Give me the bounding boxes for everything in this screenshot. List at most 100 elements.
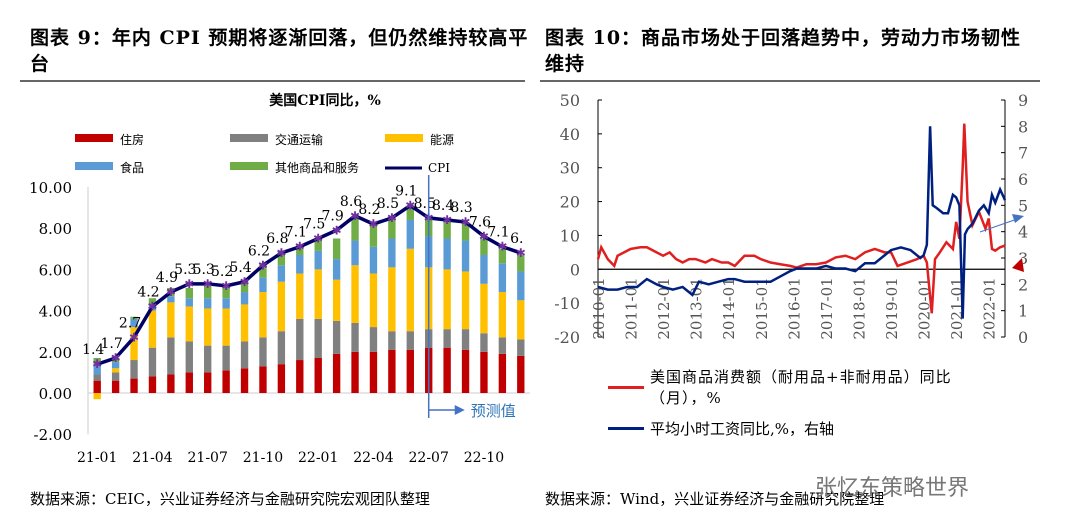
bar-segment — [480, 283, 488, 334]
x-tick-label: 22-10 — [464, 450, 504, 466]
cpi-marker: ✱ — [276, 246, 286, 260]
bar-segment — [498, 263, 507, 293]
bar-segment — [351, 265, 359, 323]
y2-tick-label: 9 — [1018, 91, 1028, 110]
cpi-data-label: 2.7 — [119, 315, 141, 331]
bar-segment — [222, 370, 230, 393]
bar-segment — [259, 292, 267, 338]
right-axis-arrow-head — [1012, 214, 1024, 223]
bar-segment — [332, 259, 341, 280]
bar-segment — [167, 337, 175, 375]
bar-segment — [240, 304, 249, 342]
bar-segment — [277, 265, 286, 282]
cpi-marker: ✱ — [516, 246, 526, 260]
y-tick-label: 30 — [560, 159, 580, 178]
bar-segment — [259, 277, 267, 293]
y2-tick-label: 8 — [1018, 117, 1028, 136]
bar-segment — [93, 364, 101, 375]
legend-swatch — [230, 162, 268, 170]
cpi-data-label: 8.4 — [432, 198, 454, 214]
bar-segment — [369, 246, 378, 274]
cpi-marker: ✱ — [184, 277, 194, 291]
bar-segment — [259, 263, 267, 278]
x-tick-label: 2012-01 — [655, 277, 673, 339]
forecast-label: 预测值 — [471, 402, 516, 420]
x-tick-label: 21-10 — [243, 450, 283, 466]
bar-segment — [277, 281, 286, 332]
bar-segment — [204, 345, 212, 373]
bar-segment — [296, 360, 304, 393]
bar-segment — [517, 355, 525, 393]
y-tick-label: -20 — [554, 328, 580, 347]
legend-swatch — [385, 134, 423, 142]
bar-segment — [443, 269, 451, 330]
cpi-data-label: 6.8 — [266, 231, 288, 247]
cpi-data-label: 5.4 — [229, 260, 251, 276]
forecast-arrow-head — [454, 405, 465, 415]
left-source: 数据来源：CEIC，兴业证券经济与金融研究院宏观团队整理 — [30, 490, 430, 508]
cpi-marker: ✱ — [479, 229, 489, 243]
bar-segment — [314, 357, 322, 393]
left-title-rule — [20, 80, 525, 82]
cpi-data-label: 1.7 — [100, 336, 122, 352]
bar-segment — [461, 240, 470, 272]
bar-segment — [332, 353, 341, 393]
cpi-data-label: 6. — [510, 231, 523, 247]
bar-segment — [480, 238, 488, 255]
cpi-marker: ✱ — [350, 209, 360, 223]
cpi-data-label: 7.5 — [303, 217, 325, 233]
bar-segment — [517, 339, 525, 356]
cpi-data-label: 8.2 — [358, 202, 380, 218]
cpi-marker: ✱ — [387, 211, 397, 225]
bar-segment — [93, 393, 101, 400]
cpi-data-label: 5.2 — [211, 264, 233, 280]
cpi-data-label: 4.2 — [137, 284, 159, 300]
cpi-data-label: 8.3 — [450, 200, 472, 216]
cpi-marker: ✱ — [313, 232, 323, 246]
cpi-marker: ✱ — [461, 215, 471, 229]
bar-segment — [277, 331, 286, 365]
cpi-marker: ✱ — [497, 240, 507, 254]
bar-segment — [148, 310, 157, 348]
watermark: 张忆东策略世界 — [815, 476, 970, 501]
x-tick-label: 2019-01 — [883, 277, 901, 339]
legend-label: 住房 — [120, 132, 144, 147]
cpi-data-label: 7.1 — [285, 225, 307, 241]
bar-segment — [167, 374, 175, 393]
cpi-marker: ✱ — [203, 277, 213, 291]
y2-tick-label: 0 — [1018, 328, 1028, 347]
legend-label: 美国商品消费额（耐用品+非耐用品）同比（月），% — [650, 368, 952, 407]
x-tick-label: 2017-01 — [818, 277, 836, 339]
bar-segment — [461, 222, 470, 241]
cpi-data-label: 5.3 — [174, 262, 196, 278]
legend-swatch — [75, 162, 113, 170]
bar-segment — [461, 349, 470, 393]
bar-segment — [296, 244, 304, 255]
bar-segment — [111, 372, 120, 381]
bar-segment — [148, 298, 157, 305]
y-tick-label: 8.00 — [39, 220, 72, 238]
goods-wage-line-chart: -20 -10 0 10 20 30 40 50 0 1 2 3 4 5 6 7 8 9 2010-01 2011-0… — [554, 91, 1028, 347]
y-tick-label: 2.00 — [39, 344, 72, 362]
bar-segment — [93, 374, 101, 381]
bar-segment — [185, 341, 193, 373]
x-tick-label: 2016-01 — [785, 277, 803, 339]
bar-segment — [369, 351, 378, 393]
y-tick-label: -2.00 — [34, 426, 72, 444]
bar-segment — [517, 254, 525, 272]
bar-segment — [388, 217, 396, 239]
right-chart-title: 图表 10：商品市场处于回落趋势中，劳动力市场韧性维持 — [545, 27, 1022, 75]
bar-segment — [443, 347, 451, 393]
bar-segment — [314, 318, 322, 358]
y-tick-label: 6.00 — [39, 261, 72, 279]
cpi-marker: ✱ — [405, 199, 415, 213]
cpi-marker: ✱ — [129, 330, 139, 344]
cpi-data-label: 8.5 — [414, 196, 436, 212]
bar-segment — [222, 308, 230, 346]
cpi-marker: ✱ — [442, 213, 452, 227]
cpi-marker: ✱ — [221, 279, 231, 293]
cpi-marker: ✱ — [166, 285, 176, 299]
bar-segment — [185, 287, 193, 299]
bar-segment — [351, 322, 359, 352]
y-tick-label: 0.00 — [39, 385, 72, 403]
